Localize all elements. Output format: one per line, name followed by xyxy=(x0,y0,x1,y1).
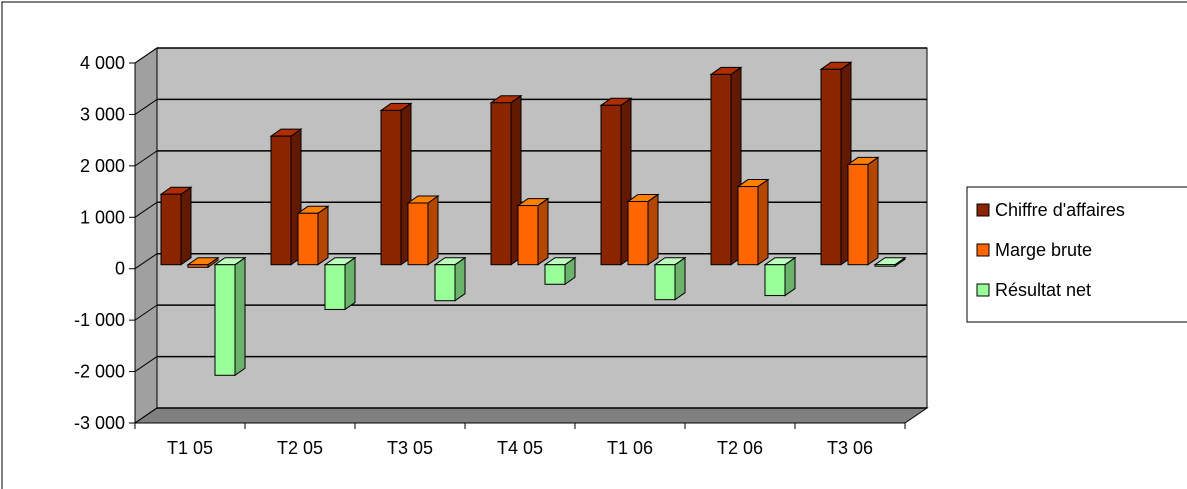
y-tick-label: 0 xyxy=(115,259,125,279)
legend-swatch xyxy=(976,283,990,297)
legend: Chiffre d'affaires Marge brute Résultat ne… xyxy=(966,186,1187,323)
legend-label: Résultat net xyxy=(995,280,1091,300)
y-tick-label: -3 000 xyxy=(74,413,125,433)
bar-marge-brute xyxy=(846,156,880,266)
plot-area xyxy=(133,47,929,424)
y-tick-label: -2 000 xyxy=(74,362,125,382)
x-tick-label: T1 06 xyxy=(607,438,653,458)
bar-r-sultat-net xyxy=(653,256,687,301)
bar-chiffre-d-affaires xyxy=(819,61,853,266)
y-tick-label: 3 000 xyxy=(80,104,125,124)
gridline-side xyxy=(134,150,158,167)
bar-r-sultat-net xyxy=(213,256,247,377)
legend-swatch xyxy=(976,203,990,217)
bar-chiffre-d-affaires xyxy=(269,128,303,266)
bar-marge-brute xyxy=(296,205,330,266)
side-wall xyxy=(134,47,158,424)
gridline-side xyxy=(134,99,158,115)
legend-swatch xyxy=(976,243,990,257)
bar-marge-brute xyxy=(406,195,440,266)
x-tick-label: T3 06 xyxy=(827,438,873,458)
bar-marge-brute xyxy=(626,193,660,266)
legend-label: Marge brute xyxy=(995,240,1092,260)
bar-chiffre-d-affaires xyxy=(379,102,413,266)
floor xyxy=(133,407,929,424)
bar-marge-brute xyxy=(186,256,220,269)
x-tick-label: T1 05 xyxy=(167,438,213,458)
bar-r-sultat-net xyxy=(323,256,357,311)
y-tick-label: 4 000 xyxy=(80,53,125,73)
bar-chiffre-d-affaires xyxy=(159,186,193,266)
bar-r-sultat-net xyxy=(543,256,577,286)
gridline-side xyxy=(134,201,158,218)
gridline-side xyxy=(134,47,158,64)
x-tick-label: T2 05 xyxy=(277,438,323,458)
y-tick-label: 2 000 xyxy=(80,156,125,176)
y-tick-label: -1 000 xyxy=(74,310,125,330)
y-tick-label: 1 000 xyxy=(80,207,125,227)
bar-r-sultat-net xyxy=(873,256,907,268)
x-tick-label: T2 06 xyxy=(717,438,763,458)
bar-chiffre-d-affaires xyxy=(489,94,523,266)
x-tick-label: T4 05 xyxy=(497,438,543,458)
bar-marge-brute xyxy=(736,178,770,266)
bar-r-sultat-net xyxy=(763,256,797,297)
gridline-side xyxy=(134,253,158,270)
gridline-side xyxy=(134,304,158,321)
axes: 4 000 3 000 2 000 1 000 0 -1 000 -2 000 -3 000 T… xyxy=(74,53,906,458)
legend-box xyxy=(966,186,1187,323)
bar-chiffre-d-affaires xyxy=(599,97,633,266)
bar-chiffre-d-affaires xyxy=(709,66,743,266)
gridline-side xyxy=(134,356,158,372)
gridline-side xyxy=(134,407,158,424)
bar-marge-brute xyxy=(516,197,550,266)
bar-r-sultat-net xyxy=(433,256,467,302)
legend-label: Chiffre d'affaires xyxy=(995,200,1125,220)
x-tick-label: T3 05 xyxy=(387,438,433,458)
